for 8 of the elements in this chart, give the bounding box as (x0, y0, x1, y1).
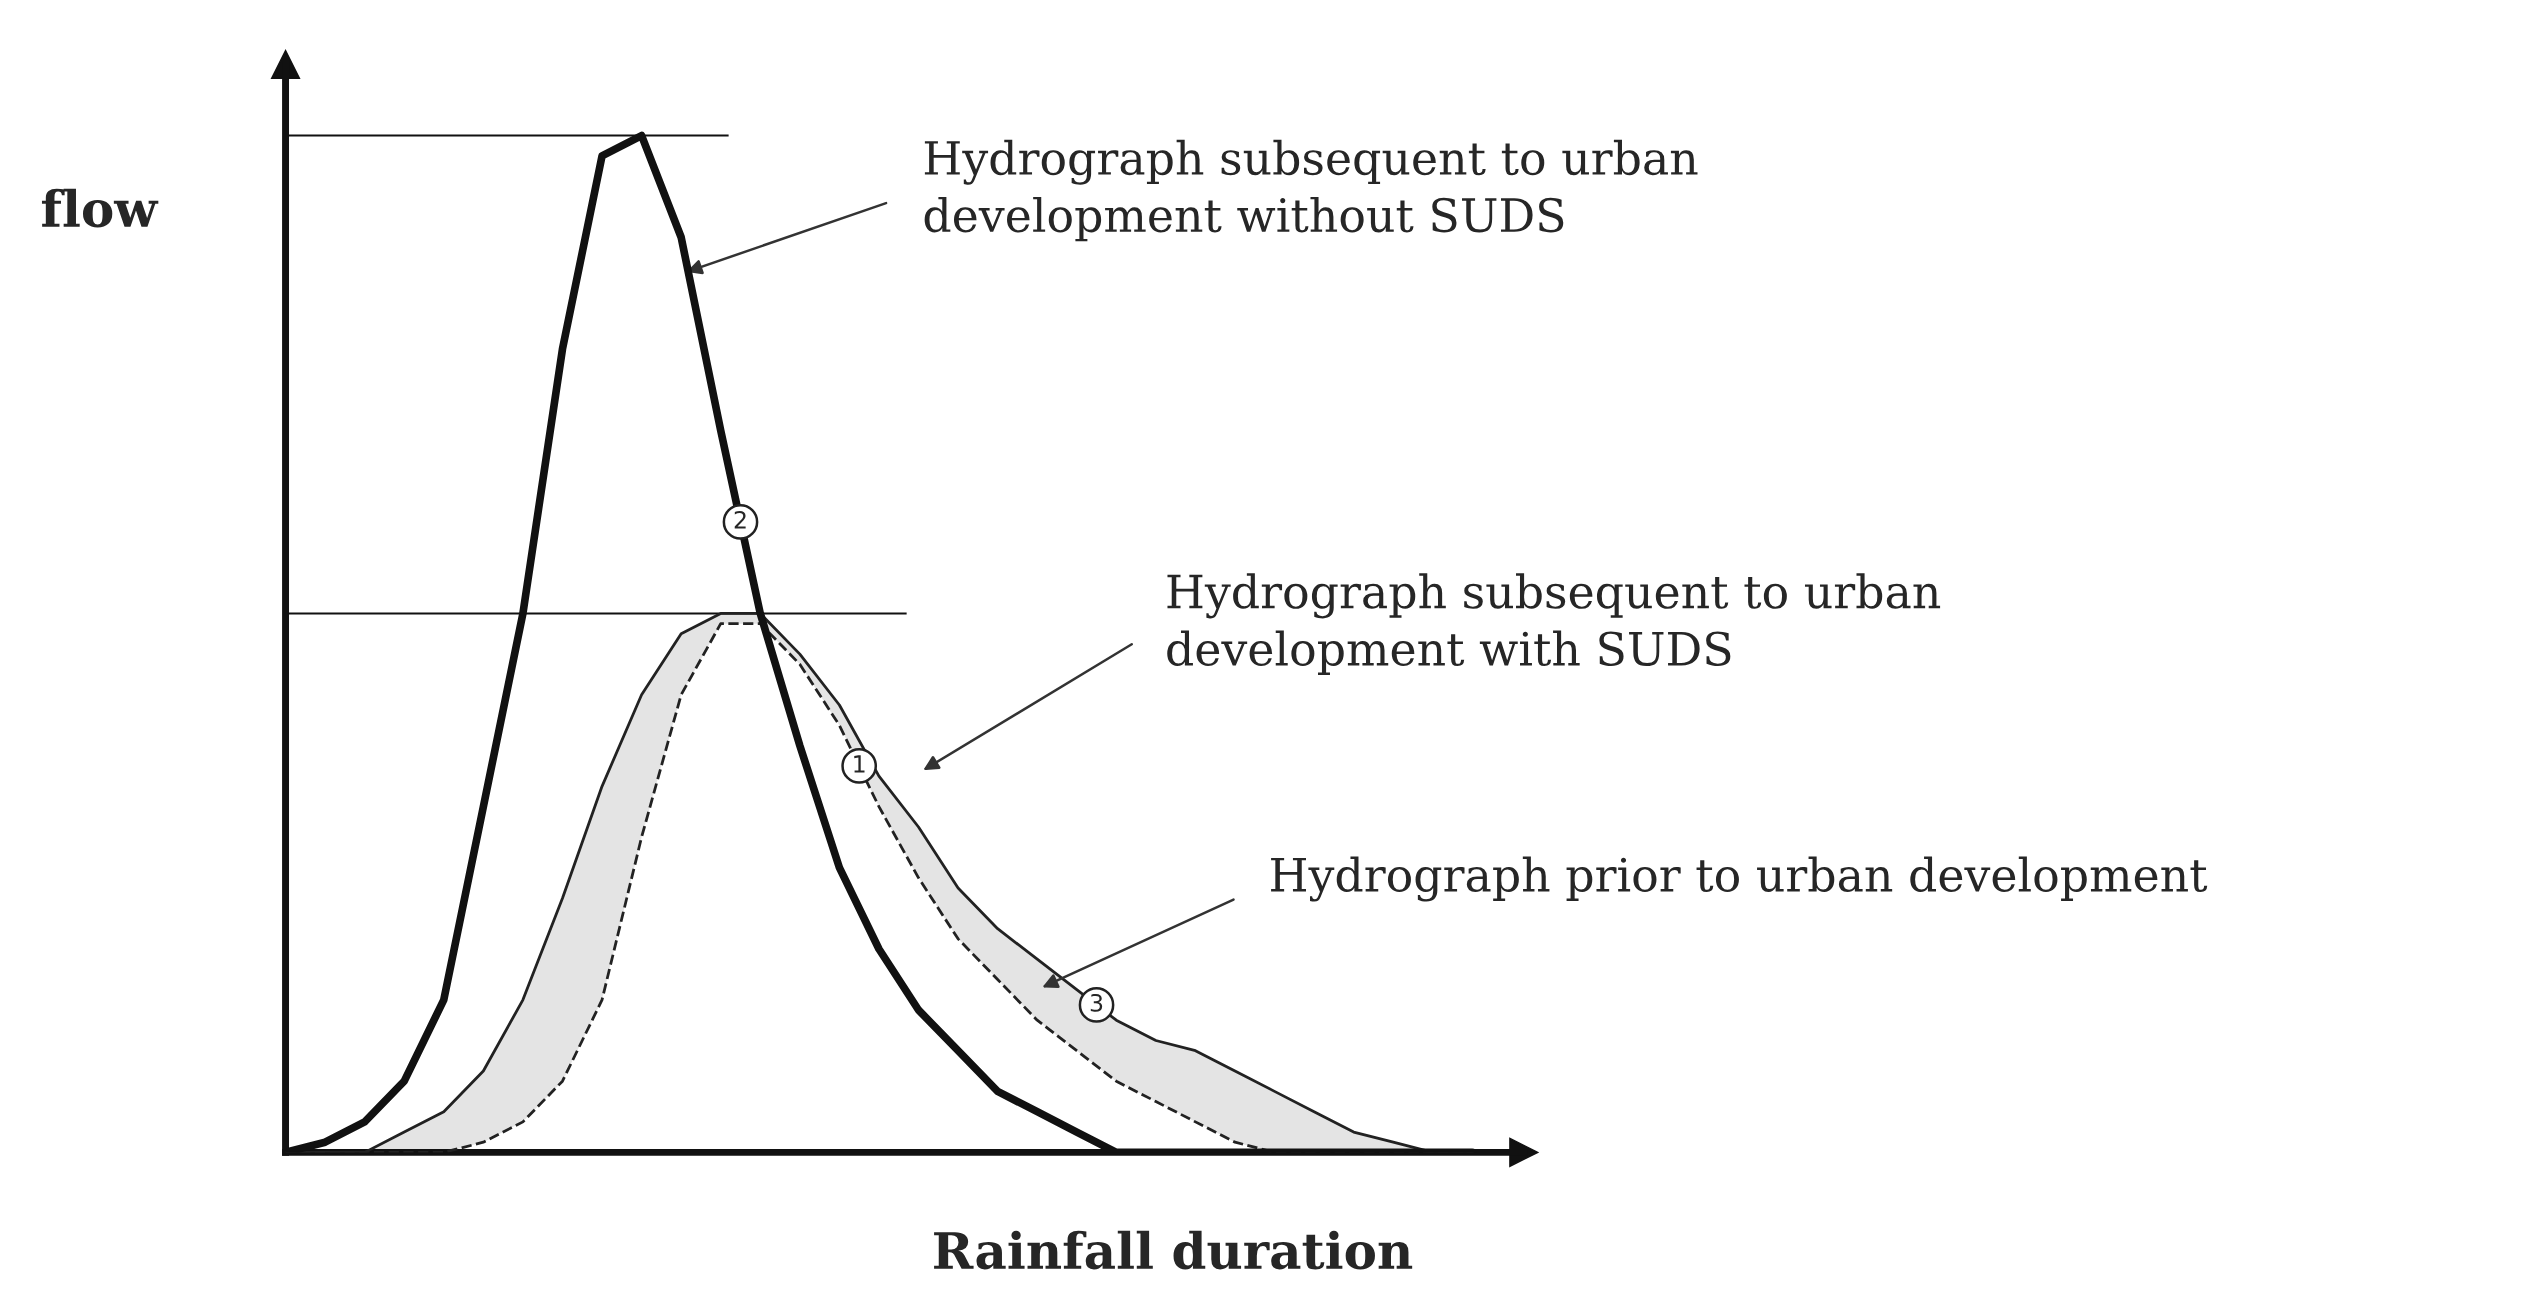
annotation: Hydrograph subsequent to urban development without SUDS (924, 139, 1698, 242)
series-label: 3 (1090, 993, 1103, 1012)
series-label: 1 (854, 755, 865, 773)
series-label: 2 (734, 510, 746, 529)
x-axis-title: Rainfall duration (934, 1230, 1413, 1270)
y-axis-title: flow (41, 188, 159, 228)
annotation: Hydrograph subsequent to urban development with SUDS (1167, 573, 1941, 675)
annotation: Hydrograph prior to urban development (1271, 856, 2208, 902)
